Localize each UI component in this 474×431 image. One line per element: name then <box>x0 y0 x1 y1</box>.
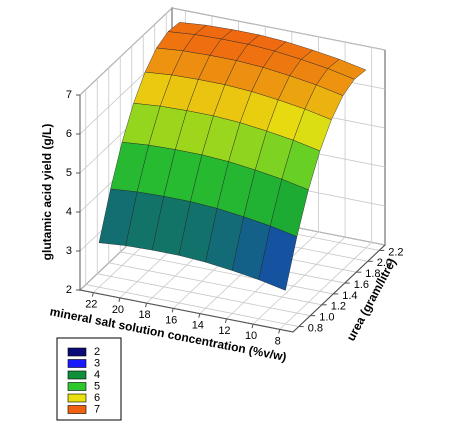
grid-line <box>85 284 299 327</box>
x-tick-label: 22 <box>85 299 97 311</box>
y-tick-label: 1.2 <box>331 301 346 313</box>
x-tick-label: 8 <box>275 335 281 347</box>
legend-swatch <box>67 393 87 403</box>
axis-line <box>79 289 294 333</box>
legend-label: 3 <box>94 357 100 369</box>
grid-line <box>97 273 311 317</box>
legend-swatch <box>67 370 87 380</box>
y-tick-label: 1.8 <box>365 268 380 280</box>
grid-line <box>171 7 386 51</box>
z-tick-label: 3 <box>66 245 72 257</box>
grid-line <box>279 242 372 330</box>
surface-patch <box>258 225 298 291</box>
y-tick-label: 0.8 <box>308 322 323 334</box>
x-tick-label: 10 <box>245 330 257 342</box>
x-tick-label: 14 <box>192 320 204 332</box>
tick-mark <box>198 313 201 318</box>
legend-swatch <box>67 359 87 368</box>
y-tick-label: 2.2 <box>388 246 403 258</box>
y-tick-label: 1.0 <box>319 312 334 324</box>
y-tick-label: 2.0 <box>377 257 392 269</box>
surface <box>98 22 367 291</box>
x-tick-label: 20 <box>112 304 124 316</box>
tick-mark <box>224 318 227 323</box>
grid-line <box>108 262 322 306</box>
z-tick-label: 5 <box>66 167 72 179</box>
grid-line <box>120 251 334 295</box>
legend-label: 5 <box>94 380 100 392</box>
tick-mark <box>118 297 121 302</box>
y-tick-label: 1.6 <box>354 279 369 291</box>
tick-mark <box>278 329 281 334</box>
legend-label: 7 <box>94 403 100 415</box>
legend-swatch <box>67 405 87 414</box>
z-tick-label: 6 <box>66 128 72 140</box>
legend-label: 6 <box>94 392 100 404</box>
tick-mark <box>91 292 94 297</box>
legend-box <box>56 337 122 421</box>
legend-label: 4 <box>94 369 100 381</box>
legend-swatch <box>67 347 87 357</box>
tick-mark <box>171 308 174 313</box>
y-tick-label: 1.4 <box>342 290 357 302</box>
legend-label: 2 <box>94 346 100 358</box>
tick-mark <box>145 303 148 308</box>
x-tick-label: 12 <box>218 325 230 337</box>
z-tick-label: 4 <box>66 206 72 218</box>
axis-line <box>292 244 386 333</box>
legend-swatch <box>67 382 87 391</box>
z-axis-title: glutamic acid yield (g/L) <box>40 124 54 261</box>
tick-mark <box>251 324 254 329</box>
z-tick-label: 7 <box>66 89 72 101</box>
x-tick-label: 16 <box>165 314 177 326</box>
x-tick-label: 18 <box>138 309 150 321</box>
grid-line <box>252 236 346 325</box>
z-tick-label: 2 <box>66 284 72 296</box>
grid-line <box>79 7 173 96</box>
